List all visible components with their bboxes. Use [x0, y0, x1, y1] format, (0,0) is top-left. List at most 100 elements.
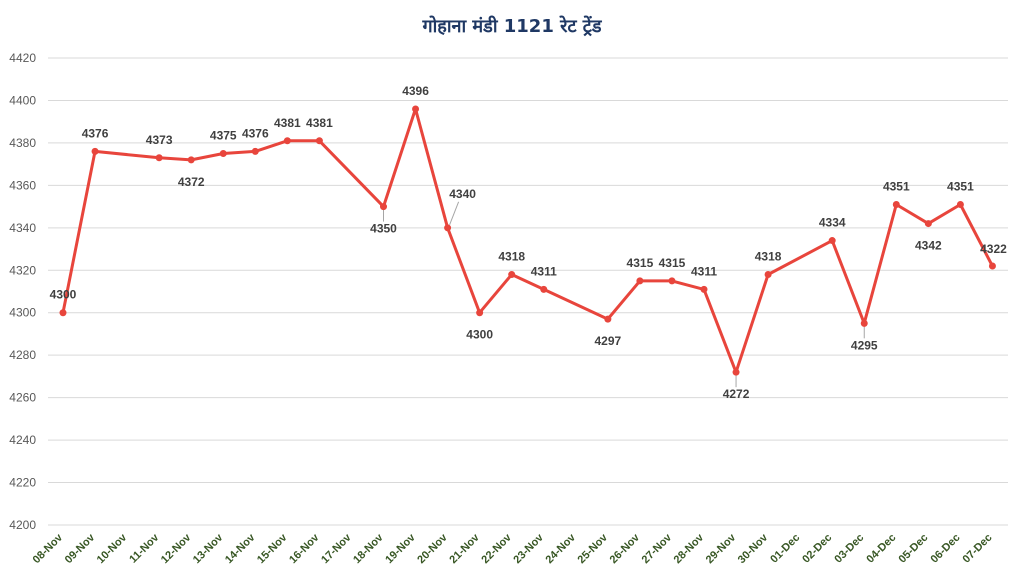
- data-point: [764, 271, 772, 279]
- x-tick-label: 18-Nov: [351, 531, 386, 566]
- x-tick-label: 14-Nov: [223, 531, 258, 566]
- data-label: 4297: [594, 334, 621, 348]
- data-label: 4351: [947, 179, 974, 193]
- x-tick-label: 27-Nov: [640, 531, 675, 566]
- x-tick-label: 29-Nov: [704, 531, 739, 566]
- data-label: 4342: [915, 239, 942, 253]
- chart-title: गोहाना मंडी 1121 रेट ट्रेंड: [421, 15, 602, 37]
- data-label: 4340: [449, 187, 476, 201]
- data-label: 4376: [82, 126, 109, 140]
- x-tick-label: 10-Nov: [95, 531, 130, 566]
- series-path: [61, 107, 994, 374]
- data-point: [315, 137, 323, 145]
- y-tick-label: 4280: [9, 348, 36, 362]
- data-point: [155, 154, 163, 162]
- data-label: 4376: [242, 126, 269, 140]
- x-tick-label: 25-Nov: [576, 531, 611, 566]
- data-label: 4311: [531, 264, 557, 278]
- y-tick-label: 4380: [9, 136, 36, 150]
- data-label: 4315: [659, 256, 686, 270]
- x-tick-label: 17-Nov: [319, 531, 354, 566]
- data-label: 4396: [402, 84, 429, 98]
- data-label: 4295: [851, 338, 878, 352]
- data-label: 4381: [306, 116, 333, 130]
- x-tick-label: 28-Nov: [672, 531, 707, 566]
- data-point: [219, 150, 227, 158]
- x-tick-label: 15-Nov: [255, 531, 290, 566]
- x-tick-label: 23-Nov: [511, 531, 546, 566]
- data-point: [412, 105, 420, 113]
- data-label: 4300: [50, 288, 77, 302]
- x-tick-label: 26-Nov: [608, 531, 643, 566]
- data-point: [636, 277, 644, 285]
- data-label: 4373: [146, 133, 173, 147]
- y-tick-label: 4400: [9, 93, 36, 107]
- x-tick-label: 04-Dec: [864, 532, 898, 566]
- y-tick-label: 4220: [9, 476, 36, 490]
- data-label: 4272: [723, 387, 750, 401]
- data-point: [91, 147, 99, 155]
- x-tick-label: 02-Dec: [800, 532, 834, 566]
- data-label: 4381: [274, 116, 301, 130]
- data-label: 4311: [691, 264, 717, 278]
- y-tick-label: 4240: [9, 433, 36, 447]
- data-point: [59, 309, 67, 317]
- data-point: [540, 285, 548, 293]
- data-label: 4300: [466, 328, 493, 342]
- x-tick-label: 21-Nov: [447, 531, 482, 566]
- x-tick-label: 30-Nov: [736, 531, 771, 566]
- data-point: [860, 319, 868, 327]
- x-tick-label: 08-Nov: [31, 531, 66, 566]
- data-label: 4372: [178, 175, 205, 189]
- data-point: [187, 156, 195, 164]
- data-labels: 4300 4376 4373 4372 4375 4376 4381 4381 4350 4396…: [50, 84, 1007, 401]
- data-label: 4351: [883, 179, 910, 193]
- x-tick-label: 03-Dec: [832, 532, 866, 566]
- x-tick-label: 24-Nov: [543, 531, 578, 566]
- x-tick-label: 16-Nov: [287, 531, 322, 566]
- data-point: [732, 368, 740, 376]
- data-point: [668, 277, 676, 285]
- y-tick-label: 4340: [9, 221, 36, 235]
- data-point: [508, 271, 516, 279]
- data-point: [476, 309, 484, 317]
- data-point: [444, 224, 452, 232]
- data-label: 4350: [370, 222, 397, 236]
- series-line: [61, 107, 994, 374]
- data-point: [700, 285, 708, 293]
- x-tick-label: 22-Nov: [479, 531, 514, 566]
- x-tick-label: 09-Nov: [63, 531, 98, 566]
- data-points: [59, 105, 996, 376]
- data-point: [828, 237, 836, 245]
- x-tick-label: 13-Nov: [191, 531, 226, 566]
- data-label: 4334: [819, 216, 846, 230]
- label-leaders: [383, 201, 865, 388]
- x-tick-label: 19-Nov: [383, 531, 418, 566]
- data-label: 4318: [755, 250, 782, 264]
- y-tick-label: 4360: [9, 178, 36, 192]
- data-point: [604, 315, 612, 323]
- y-tick-label: 4420: [9, 51, 36, 65]
- y-tick-label: 4300: [9, 306, 36, 320]
- x-tick-label: 06-Dec: [929, 532, 963, 566]
- data-point: [956, 200, 964, 208]
- data-point: [988, 262, 996, 270]
- data-label: 4322: [980, 242, 1007, 256]
- x-tick-label: 20-Nov: [415, 531, 450, 566]
- data-point: [283, 137, 291, 145]
- data-point: [380, 203, 387, 211]
- x-axis-ticks: 08-Nov09-Nov10-Nov11-Nov12-Nov13-Nov14-N…: [31, 531, 995, 566]
- x-tick-label: 01-Dec: [768, 532, 802, 566]
- x-tick-label: 11-Nov: [127, 531, 162, 566]
- y-tick-label: 4200: [9, 518, 36, 532]
- gridlines: [48, 57, 1008, 526]
- data-label: 4318: [498, 250, 525, 264]
- label-leader: [449, 201, 460, 226]
- data-point: [892, 200, 900, 208]
- y-tick-label: 4260: [9, 391, 36, 405]
- x-tick-label: 12-Nov: [159, 531, 194, 566]
- y-tick-label: 4320: [9, 263, 36, 277]
- x-tick-label: 05-Dec: [896, 532, 930, 566]
